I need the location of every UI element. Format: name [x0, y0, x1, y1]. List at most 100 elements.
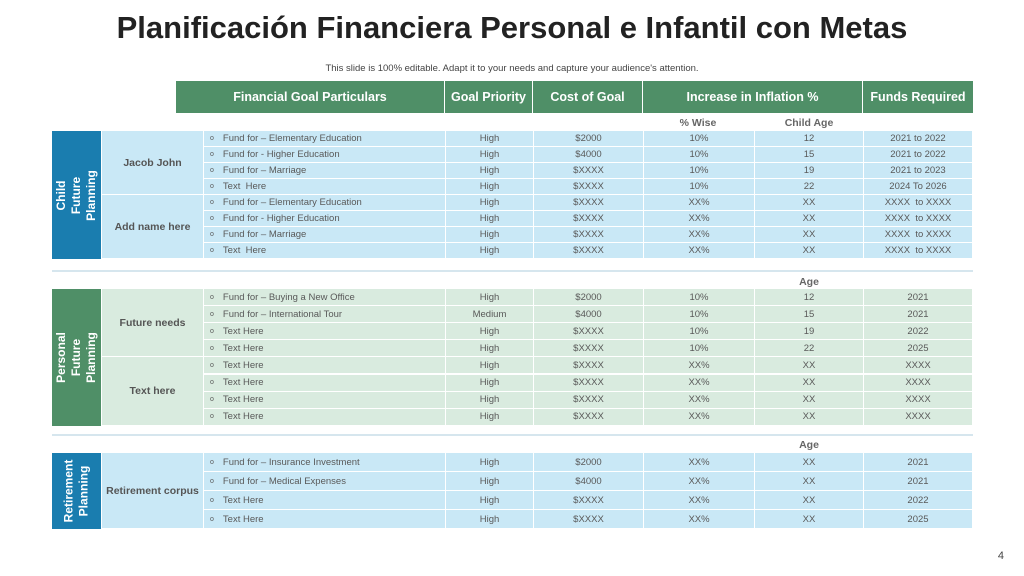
cell-text: $XXXX: [573, 494, 604, 506]
cell-funds: XXXX to XXXX: [864, 195, 973, 210]
cell-text: XXXX: [905, 377, 931, 389]
cell-inflation: XX%: [644, 510, 755, 528]
cell-priority: Medium: [446, 306, 534, 323]
cell-text: XXXX: [905, 394, 931, 406]
cell-text: 2025: [907, 342, 929, 354]
cell-priority: High: [446, 179, 534, 194]
cell-funds: 2021: [864, 453, 973, 471]
cell-funds: 2021 to 2023: [864, 163, 973, 178]
section-label-text: Personal Future Planning: [54, 332, 99, 383]
bullet-icon: o: [210, 515, 214, 523]
cell-priority: High: [446, 357, 534, 374]
cell-text: Fund for – Marriage: [222, 229, 307, 240]
cell-text: High: [479, 291, 500, 303]
cell-text: XX: [802, 456, 816, 468]
cell-cost: $4000: [534, 306, 644, 323]
cell-text: $XXXX: [573, 229, 604, 240]
cell-text: 2024 To 2026: [889, 181, 947, 192]
cell-cost: $XXXX: [534, 195, 644, 210]
cell-text: 10%: [689, 342, 709, 354]
cell-text: 2021: [907, 475, 929, 487]
bullet-icon: o: [210, 361, 214, 369]
cell-cost: $XXXX: [534, 374, 644, 391]
cell-text: XXXX to XXXX: [884, 213, 952, 224]
cell-text: High: [479, 394, 500, 406]
divider: [52, 270, 973, 272]
cell-text: $XXXX: [573, 181, 604, 192]
cell-text: XX: [802, 494, 816, 506]
group-name: Jacob John: [102, 131, 203, 195]
cell-age: 19: [755, 163, 864, 178]
cell-text: 10%: [689, 165, 709, 176]
cell-text: XX%: [688, 411, 710, 423]
cell-cost: $XXXX: [534, 491, 644, 509]
cell-text: High: [479, 377, 500, 389]
cell-cost: $XXXX: [534, 163, 644, 178]
cell-priority: High: [446, 408, 534, 425]
header-priority: Goal Priority: [445, 81, 533, 113]
table-row: o Text Here High $XXXX XX% XX 2025: [204, 510, 973, 529]
cell-text: Text Here: [222, 181, 267, 192]
cell-particular: o Text Here: [204, 391, 446, 408]
cell-age: XX: [755, 472, 864, 490]
cell-particular: o Text Here: [204, 510, 446, 528]
cell-age: 12: [755, 131, 864, 146]
cell-particular: o Text Here: [204, 323, 446, 340]
cell-text: XX: [802, 411, 816, 423]
cell-text: $XXXX: [573, 359, 604, 371]
subheader-child-age: Child Age: [784, 117, 834, 129]
cell-inflation: XX%: [644, 472, 755, 490]
cell-priority: High: [446, 340, 534, 357]
cell-priority: High: [446, 453, 534, 471]
cell-age: 15: [755, 306, 864, 323]
cell-particular: o Fund for - Higher Education: [204, 147, 446, 162]
section-label-text: Retirement Planning: [61, 459, 91, 523]
header-cost: Cost of Goal: [533, 81, 643, 113]
cell-text: Text Here: [222, 359, 264, 371]
cell-inflation: 10%: [644, 340, 755, 357]
cell-priority: High: [446, 195, 534, 210]
cell-text: XX%: [688, 229, 710, 240]
cell-funds: 2022: [864, 491, 973, 509]
bullet-icon: o: [210, 344, 214, 352]
table-row: o Fund for - Higher Education High $4000 10%…: [204, 147, 973, 163]
cell-text: 2021 to 2023: [890, 165, 946, 176]
table-row: o Fund for – Medical Expenses High $4000 XX%…: [204, 472, 973, 491]
cell-text: 2021: [907, 291, 929, 303]
table-row: o Text Here High $XXXX 10% 22 2025: [204, 340, 973, 358]
cell-priority: High: [446, 131, 534, 146]
cell-text: 2022: [907, 494, 929, 506]
page-number: 4: [997, 550, 1004, 562]
cell-text: Text Here: [222, 394, 264, 406]
cell-cost: $XXXX: [534, 340, 644, 357]
table-row: o Fund for - Higher Education High $XXXX XX%…: [204, 211, 973, 227]
cell-age: XX: [755, 195, 864, 210]
table-row: o Fund for – International Tour Medium $400…: [204, 306, 973, 324]
section-label: Personal Future Planning: [52, 289, 101, 426]
cell-text: Text Here: [222, 494, 264, 506]
cell-text: 10%: [689, 291, 709, 303]
cell-inflation: XX%: [644, 195, 755, 210]
cell-text: XX: [802, 197, 816, 208]
cell-text: $XXXX: [573, 513, 604, 525]
cell-cost: $XXXX: [534, 227, 644, 242]
bullet-icon: o: [210, 413, 214, 421]
cell-text: 15: [803, 308, 815, 320]
cell-text: XX%: [688, 456, 710, 468]
page-title: Planificación Financiera Personal e Infa…: [116, 10, 908, 45]
cell-text: High: [479, 325, 500, 337]
cell-text: 22: [803, 181, 815, 192]
cell-text: 2021: [907, 308, 929, 320]
cell-age: 22: [755, 179, 864, 194]
cell-inflation: XX%: [644, 374, 755, 391]
header-inflation: Increase in Inflation %: [643, 81, 863, 113]
cell-text: 15: [803, 149, 815, 160]
cell-text: $2000: [575, 456, 602, 468]
cell-funds: XXXX: [864, 374, 973, 391]
cell-text: XX: [802, 513, 816, 525]
cell-cost: $4000: [534, 147, 644, 162]
bullet-icon: o: [210, 327, 214, 335]
cell-text: XXXX to XXXX: [884, 229, 952, 240]
cell-funds: XXXX to XXXX: [864, 227, 973, 242]
cell-text: High: [479, 359, 500, 371]
